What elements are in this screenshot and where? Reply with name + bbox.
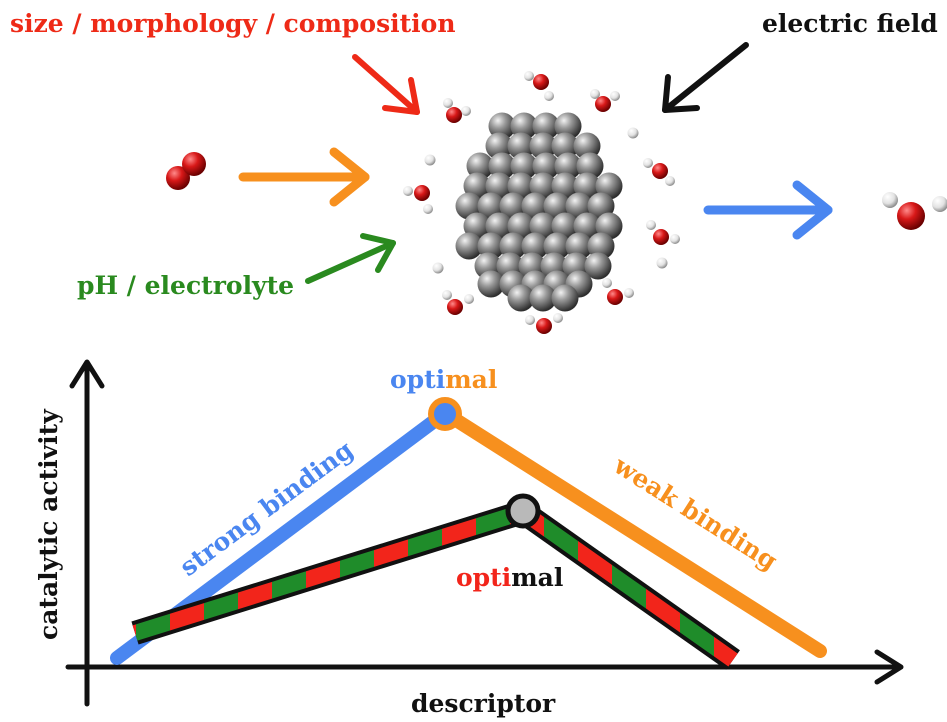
weak-binding-label: weak binding [608, 450, 783, 576]
hydrogen-atom [624, 288, 634, 298]
hydrogen-atom [665, 176, 675, 186]
oxygen-atom [533, 74, 549, 90]
water-molecules [403, 71, 680, 334]
oxygen-atom [447, 299, 463, 315]
water-molecule-icon [443, 98, 471, 123]
tuned-curve [131, 500, 740, 670]
optimal-bottom-label: optimal [456, 563, 563, 592]
metal-atom [587, 232, 615, 260]
metal-atom [485, 132, 513, 160]
hydrogen-atom [610, 91, 620, 101]
hydrogen-atom [544, 91, 554, 101]
size-morphology-label: size / morphology / composition [10, 9, 456, 38]
metal-atom [551, 132, 579, 160]
water-molecule-icon [525, 313, 563, 334]
electric-field-arrow [662, 42, 749, 113]
oxygen-atom [652, 163, 668, 179]
oxygen-atom [536, 318, 552, 334]
metal-atom [455, 232, 483, 260]
hydrogen-atom [553, 313, 563, 323]
water-molecule-icon [602, 278, 634, 305]
water-molecule-icon [403, 185, 433, 214]
nanoparticle-icon [455, 112, 623, 312]
oxygen-molecule-icon [166, 152, 206, 190]
weak-binding-line [438, 406, 827, 658]
hydrogen-atom [443, 98, 453, 108]
metal-atom [584, 252, 612, 280]
metal-atom [477, 232, 505, 260]
ph-arrow [305, 233, 396, 284]
water-molecule-icon [442, 290, 474, 315]
hydrogen-atom [524, 71, 534, 81]
metal-atom [529, 284, 557, 312]
water-molecule-icon [646, 220, 680, 245]
electric-field-label: electric field [762, 9, 938, 38]
hydrogen-atom [442, 290, 452, 300]
tuned-left-segment [132, 504, 526, 641]
metal-atom [521, 232, 549, 260]
optimal-top-node [428, 397, 462, 431]
y-axis [69, 359, 105, 707]
hydrogen-atom [403, 186, 413, 196]
metal-atom [510, 112, 538, 140]
metal-atom [565, 232, 593, 260]
metal-atom [532, 152, 560, 180]
water-molecule-icon [590, 89, 620, 112]
optimal-bottom-node [505, 493, 541, 529]
proton-icon [627, 127, 639, 139]
metal-atom [488, 112, 516, 140]
ph-electrolyte-label: pH / electrolyte [77, 271, 294, 300]
size-arrow [352, 54, 420, 115]
metal-atom [507, 284, 535, 312]
metal-atom [529, 132, 557, 160]
optimal-top-label: optimal [390, 365, 497, 394]
metal-atom [488, 152, 516, 180]
water-molecule-icon [524, 71, 554, 101]
metal-atom [466, 152, 494, 180]
metal-atom [573, 132, 601, 160]
metal-atom [576, 152, 604, 180]
hydrogen-atom [423, 204, 433, 214]
metal-atom [499, 232, 527, 260]
hydrogen-atom [646, 220, 656, 230]
metal-atom [551, 284, 579, 312]
x-axis-label: descriptor [411, 689, 556, 718]
oxygen-atom [414, 185, 430, 201]
reactant-arrow [238, 147, 370, 207]
y-axis-label: catalytic activity [34, 408, 63, 640]
oxygen-atom [653, 229, 669, 245]
hydrogen-atom [643, 158, 653, 168]
oxygen-atom [607, 289, 623, 305]
water-molecule-icon [643, 158, 675, 186]
product-arrow [703, 180, 833, 240]
hydrogen-atom [590, 89, 600, 99]
metal-atom [507, 132, 535, 160]
hydrogen-atom [670, 234, 680, 244]
metal-atom [532, 112, 560, 140]
hydrogen-atom [464, 294, 474, 304]
proton-icon [656, 257, 668, 269]
hydrogen-atom [525, 315, 535, 325]
product-water-icon [882, 192, 947, 230]
metal-atom [510, 152, 538, 180]
metal-atom [543, 232, 571, 260]
oxygen-atom [595, 96, 611, 112]
metal-atom [477, 270, 505, 298]
hydrogen-atom [602, 278, 612, 288]
tuned-right-segment [518, 505, 738, 667]
metal-atom [554, 112, 582, 140]
proton-icon [432, 262, 444, 274]
hydrogen-atom [461, 106, 471, 116]
proton-icon [424, 154, 436, 166]
x-axis [65, 649, 904, 685]
metal-atom [554, 152, 582, 180]
oxygen-atom [446, 107, 462, 123]
